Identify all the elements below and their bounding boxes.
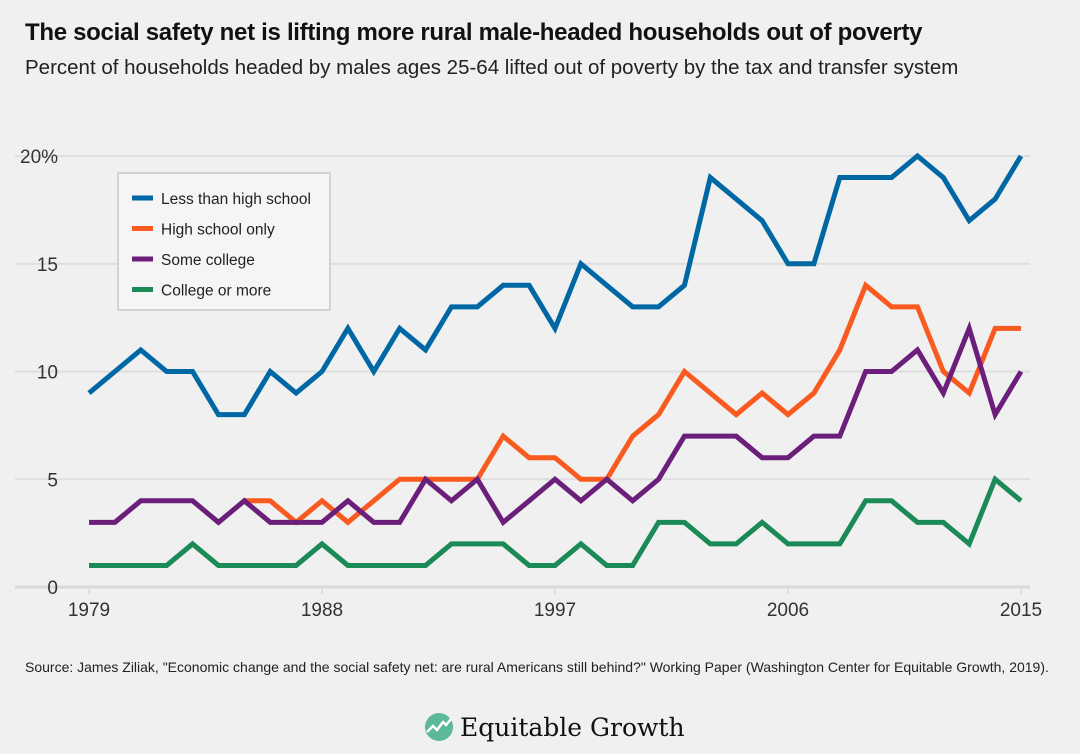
legend-label: College or more [161, 283, 271, 300]
y-tick-label: 20% [20, 147, 58, 168]
y-tick-label: 10 [37, 363, 58, 384]
series-line-less-than-high-school [87, 152, 1024, 418]
legend-label: Less than high school [161, 191, 311, 208]
x-tick-label: 1988 [301, 600, 343, 621]
legend-box [117, 172, 331, 311]
x-tick-label: 1979 [68, 600, 110, 621]
series-line-college-or-more [89, 475, 1023, 568]
rising-chart-circle-icon [425, 713, 453, 741]
chart-title: The social safety net is lifting more ru… [25, 19, 923, 46]
y-tick-label: 15 [37, 255, 58, 276]
y-tick-label: 5 [47, 470, 58, 491]
source-note: Source: James Ziliak, "Economic change a… [25, 659, 1049, 675]
x-tick-label: 1997 [534, 600, 576, 621]
y-tick-label: 0 [47, 578, 58, 599]
x-tick-label: 2006 [767, 600, 809, 621]
chart-header: The social safety net is lifting more ru… [25, 18, 1070, 80]
chart-subtitle: Percent of households headed by males ag… [25, 56, 959, 79]
series-line-high-school-only [244, 281, 1021, 526]
logo-text: Equitable Growth [460, 712, 685, 742]
logo: Equitable Growth [424, 712, 685, 742]
series-line-some-college [89, 320, 1024, 527]
legend-label: Some college [161, 252, 255, 269]
legend-label: High school only [161, 222, 275, 239]
x-tick-label: 2015 [1000, 600, 1042, 621]
